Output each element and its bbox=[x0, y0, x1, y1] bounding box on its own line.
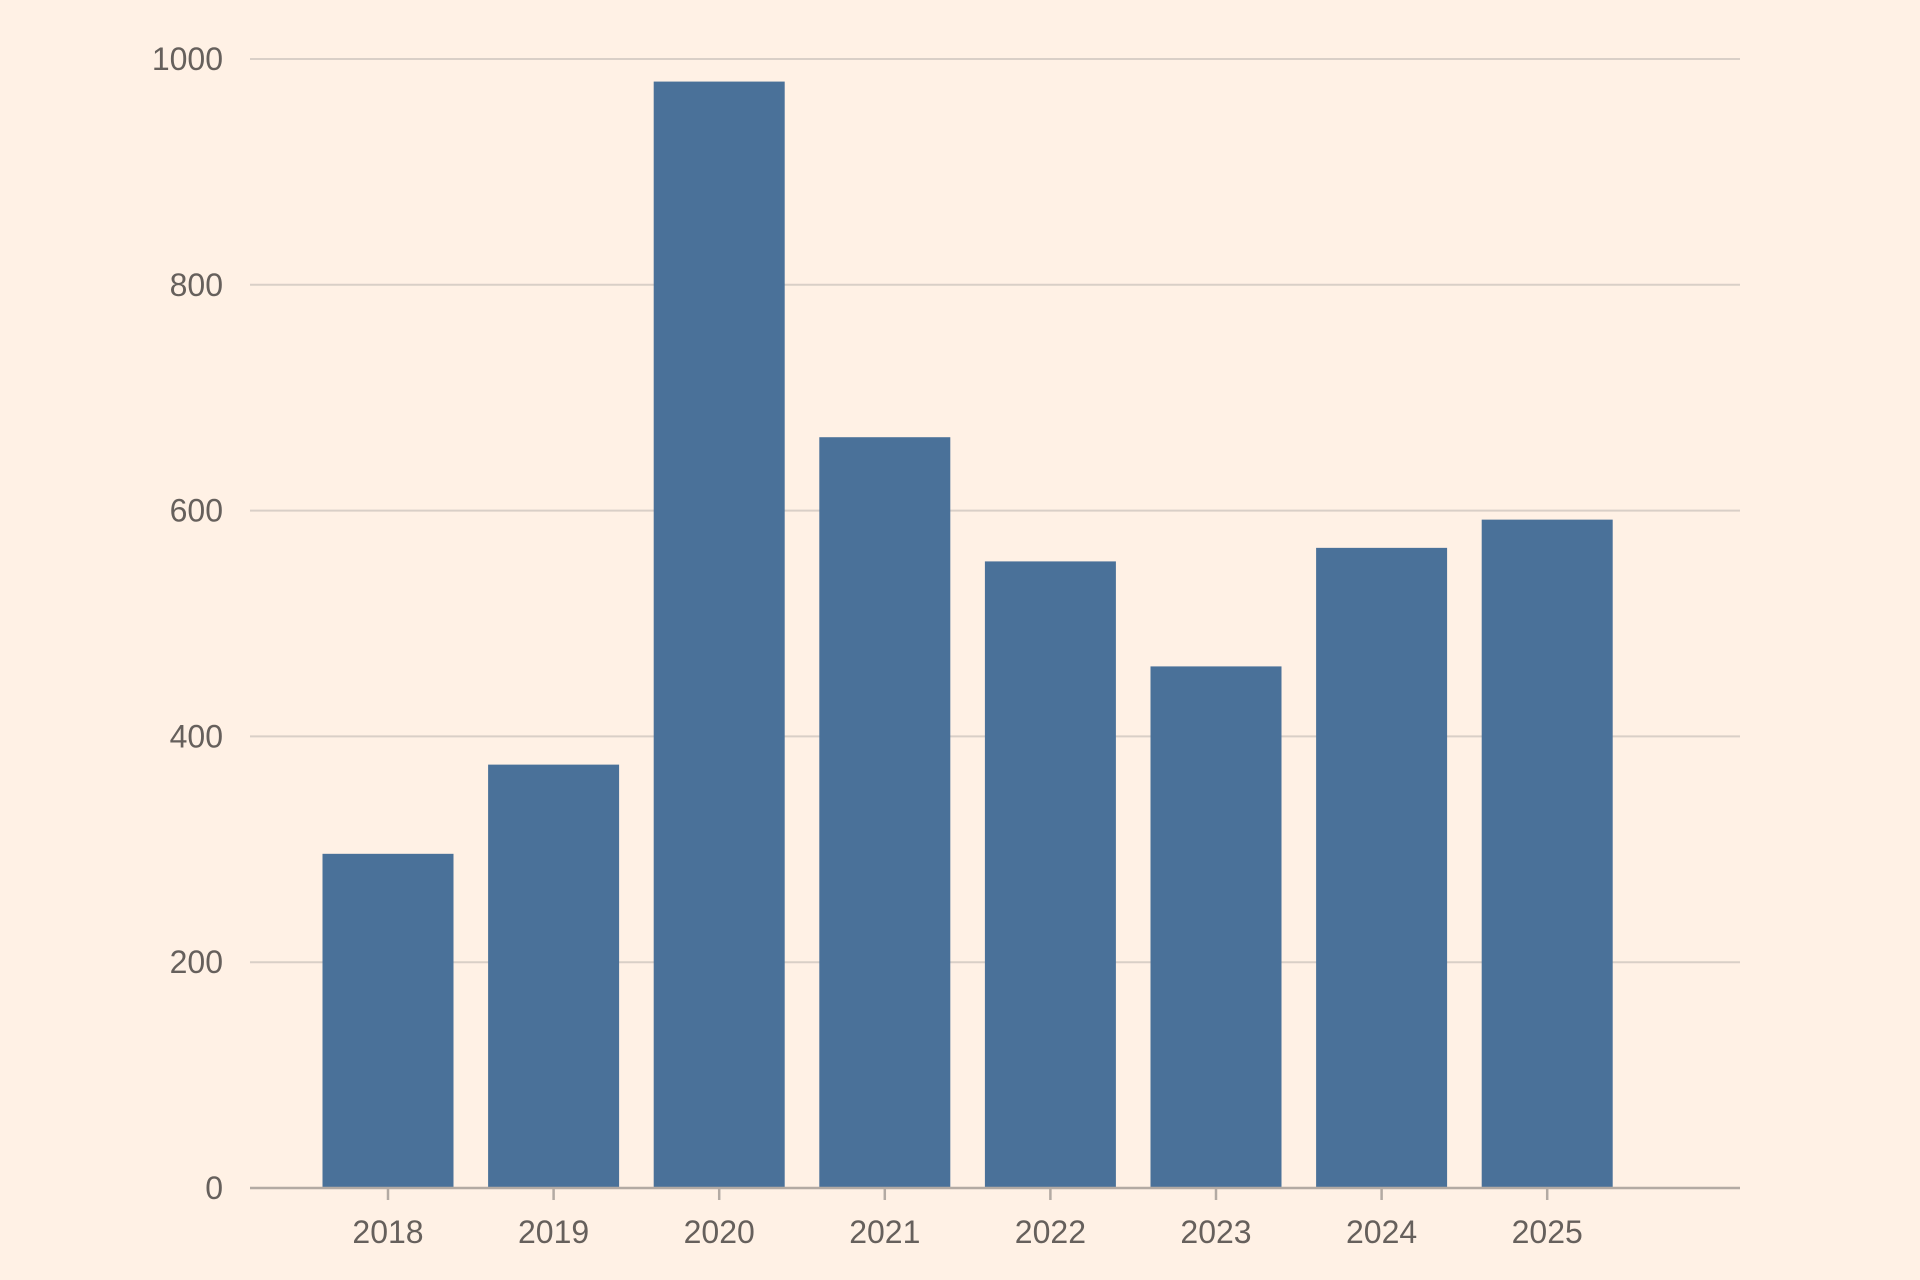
y-tick-label: 800 bbox=[170, 267, 223, 303]
bar-2020 bbox=[653, 81, 785, 1189]
y-tick-label: 600 bbox=[170, 493, 223, 529]
bar-2019 bbox=[488, 764, 620, 1188]
x-tick-label: 2019 bbox=[518, 1214, 589, 1250]
x-tick-label: 2021 bbox=[849, 1214, 920, 1250]
x-tick-label: 2018 bbox=[352, 1214, 423, 1250]
x-tick-label: 2022 bbox=[1015, 1214, 1086, 1250]
x-tick-label: 2024 bbox=[1346, 1214, 1417, 1250]
x-axis: 2018 2019 2020 2021 2022 2023 2024 2025 bbox=[250, 1186, 1740, 1250]
y-axis-tick-labels: 0 200 400 600 800 1000 bbox=[152, 41, 223, 1206]
y-tick-label: 400 bbox=[170, 718, 223, 754]
bar-2018 bbox=[322, 853, 454, 1188]
bar-2024 bbox=[1316, 547, 1448, 1188]
y-tick-label: 0 bbox=[205, 1170, 223, 1206]
x-tick-label: 2023 bbox=[1180, 1214, 1251, 1250]
x-tick-label: 2025 bbox=[1512, 1214, 1583, 1250]
x-tick-label: 2020 bbox=[684, 1214, 755, 1250]
bar-2025 bbox=[1481, 519, 1613, 1188]
bar-2021 bbox=[819, 437, 951, 1189]
bar-2023 bbox=[1150, 666, 1282, 1188]
bar-2022 bbox=[984, 561, 1116, 1188]
bars bbox=[322, 81, 1613, 1189]
y-tick-label: 1000 bbox=[152, 41, 223, 77]
y-tick-label: 200 bbox=[170, 944, 223, 980]
